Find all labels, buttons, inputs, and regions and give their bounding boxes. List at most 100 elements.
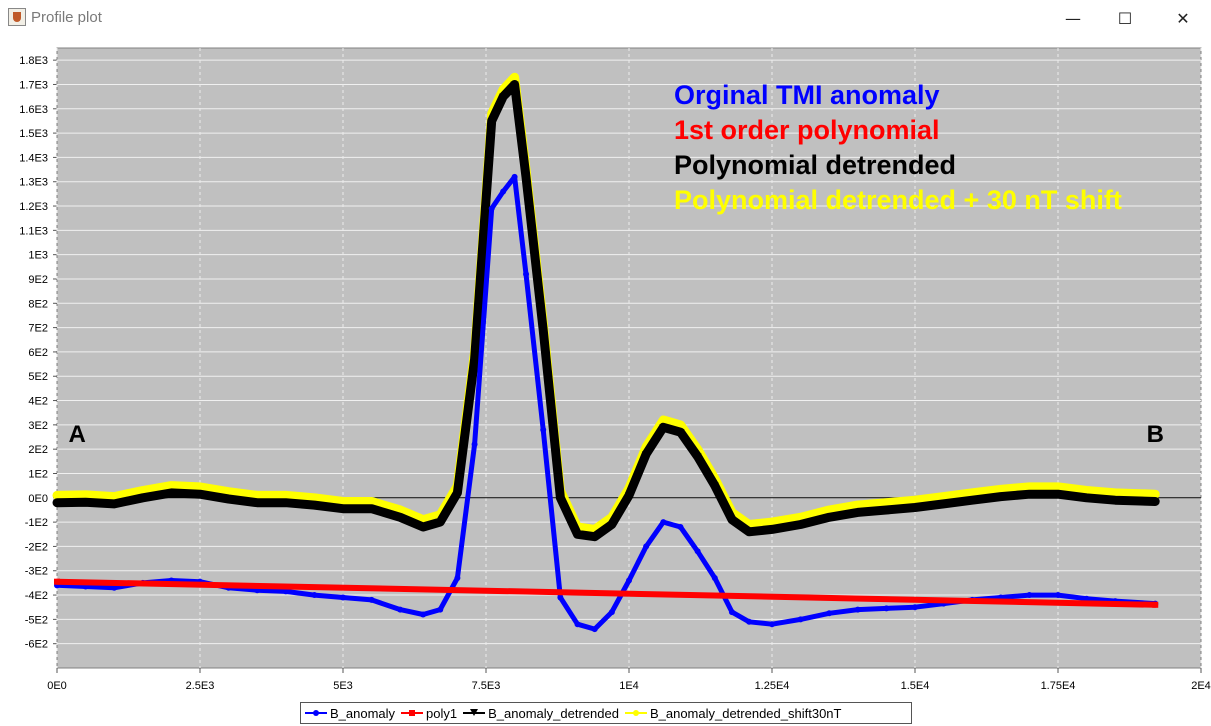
maximize-button[interactable]: ☐ xyxy=(1117,8,1133,28)
y-tick-label: 1.5E3 xyxy=(19,128,48,140)
annotation-label: 1st order polynomial xyxy=(674,115,940,145)
y-tick-label: 1.4E3 xyxy=(19,152,48,164)
y-tick-label: 1.7E3 xyxy=(19,79,48,91)
x-tick-label: 2.5E3 xyxy=(186,680,215,692)
data-point-circle xyxy=(912,497,918,504)
data-point-circle xyxy=(997,486,1004,493)
close-button[interactable]: ✕ xyxy=(1176,8,1190,28)
data-point-square xyxy=(54,578,60,585)
y-tick-label: 1.2E3 xyxy=(19,201,48,213)
annotation-label: Polynomial detrended xyxy=(674,150,956,180)
data-point-triangle xyxy=(510,81,519,89)
data-point-circle xyxy=(660,417,667,423)
data-point-circle xyxy=(397,606,404,613)
data-point-circle xyxy=(368,498,375,505)
data-point-triangle xyxy=(487,117,496,125)
data-point-triangle xyxy=(1025,491,1034,499)
profile-end-label: A xyxy=(68,421,85,448)
title-bar: Profile plot — ☐ ✕ xyxy=(0,0,1211,36)
data-point-circle xyxy=(111,584,118,591)
data-point-triangle xyxy=(882,506,891,514)
data-point-circle xyxy=(139,487,146,494)
data-point-circle xyxy=(746,618,753,625)
minimize-button[interactable]: — xyxy=(1065,8,1081,28)
data-point-circle xyxy=(574,621,581,628)
series-line-b-anomaly-detrended xyxy=(52,80,1160,542)
data-point-triangle xyxy=(796,521,805,529)
data-point-triangle xyxy=(224,496,233,504)
data-point-circle xyxy=(883,605,890,612)
y-tick-label: 1.6E3 xyxy=(19,104,48,116)
y-tick-label: 6E2 xyxy=(28,347,48,359)
data-point-triangle xyxy=(659,424,668,432)
data-point-circle xyxy=(1083,487,1090,494)
data-point-circle xyxy=(660,519,667,526)
data-point-triangle xyxy=(727,516,736,524)
legend-swatch-circle-icon xyxy=(624,707,647,719)
y-tick-label: 3E2 xyxy=(28,420,48,432)
data-point-triangle xyxy=(453,489,462,497)
data-point-circle xyxy=(1112,489,1119,496)
data-point-circle xyxy=(826,610,833,617)
data-point-circle xyxy=(511,74,518,81)
data-point-circle xyxy=(557,594,564,601)
profile-plot-chart[interactable]: 1.8E3 1.7E3 1.6E3 1.5E3 1.4E3 1.3E3 1.2E3 1.1E3… xyxy=(0,38,1211,698)
data-point-circle xyxy=(82,491,89,498)
y-tick-label: 1.1E3 xyxy=(19,225,48,237)
data-point-circle xyxy=(54,492,60,499)
data-point-triangle xyxy=(996,493,1005,501)
data-point-triangle xyxy=(1054,491,1062,499)
chart-legend: B_anomaly poly1 B_anomaly_detrended B_an… xyxy=(300,702,912,724)
data-point-triangle xyxy=(968,497,977,505)
y-tick-label: -4E2 xyxy=(25,590,48,602)
data-point-triangle xyxy=(676,429,685,437)
data-point-circle xyxy=(728,609,735,616)
x-tick-label: 0E0 xyxy=(47,680,67,692)
data-point-circle xyxy=(368,596,375,603)
data-point-circle xyxy=(608,609,615,616)
data-point-circle xyxy=(454,575,461,582)
legend-label: poly1 xyxy=(426,705,458,721)
data-point-circle xyxy=(694,548,701,555)
x-tick-label: 1.75E4 xyxy=(1041,680,1076,692)
data-point-triangle xyxy=(1082,494,1091,502)
y-tick-label: -1E2 xyxy=(25,517,48,529)
y-tick-label: -3E2 xyxy=(25,566,48,578)
data-point-circle xyxy=(677,421,684,428)
legend-item-b-anomaly: B_anomaly xyxy=(305,706,395,721)
window-title: Profile plot xyxy=(31,9,102,26)
data-point-circle xyxy=(940,493,947,500)
data-point-triangle xyxy=(281,499,290,507)
series-line-poly1 xyxy=(54,578,1159,608)
x-tick-label: 1.25E4 xyxy=(755,680,790,692)
data-point-circle xyxy=(711,575,718,582)
data-point-triangle xyxy=(853,509,862,517)
data-point-circle xyxy=(769,519,775,526)
y-tick-label: 2E2 xyxy=(28,444,48,456)
data-point-circle xyxy=(854,502,861,509)
data-point-triangle xyxy=(590,533,599,541)
data-point-circle xyxy=(826,506,833,513)
x-tick-label: 2E4 xyxy=(1191,680,1211,692)
data-point-triangle xyxy=(768,526,776,534)
data-point-circle xyxy=(1152,491,1159,498)
data-point-circle xyxy=(1055,483,1061,490)
y-tick-label: -2E2 xyxy=(25,541,48,553)
legend-item-b-anomaly-detrended: B_anomaly_detrended xyxy=(463,706,619,721)
data-point-triangle xyxy=(167,489,176,497)
data-point-circle xyxy=(471,441,478,448)
data-point-triangle xyxy=(53,499,61,507)
data-point-circle xyxy=(540,426,547,433)
data-point-triangle xyxy=(253,499,262,507)
data-point-circle xyxy=(311,494,318,501)
data-point-circle xyxy=(282,492,289,499)
data-point-circle xyxy=(769,621,775,628)
data-point-square xyxy=(1152,601,1159,608)
legend-label: B_anomaly_detrended_shift30nT xyxy=(649,705,842,721)
data-point-triangle xyxy=(522,173,531,181)
data-point-triangle xyxy=(367,505,376,513)
data-point-triangle xyxy=(911,504,919,512)
data-point-triangle xyxy=(939,500,948,508)
data-point-circle xyxy=(677,523,684,530)
y-tick-label: 1E3 xyxy=(28,250,48,262)
